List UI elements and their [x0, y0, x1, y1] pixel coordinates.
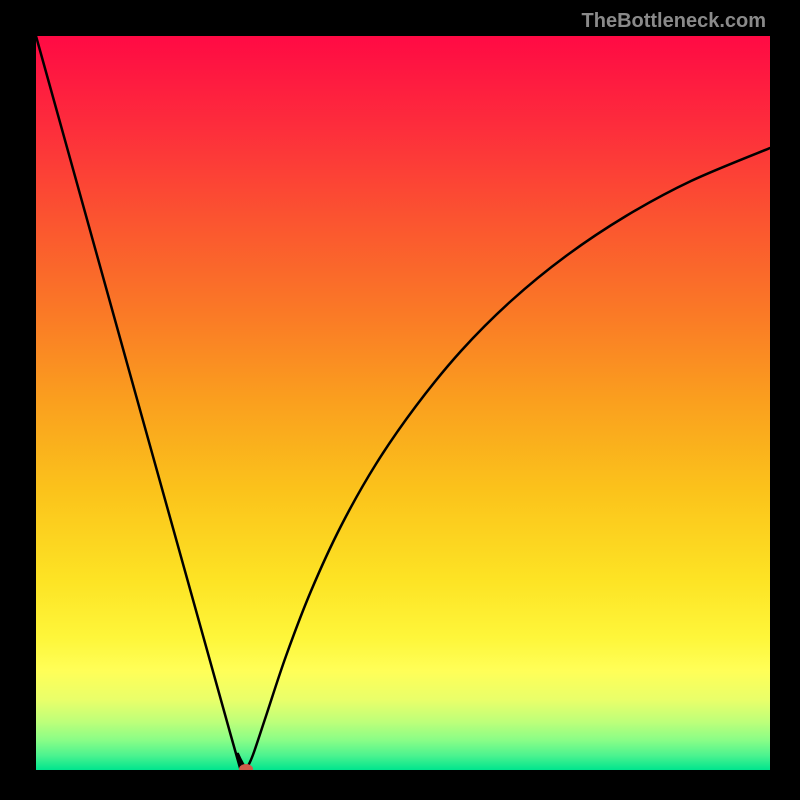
chart-plot-area [36, 36, 770, 770]
chart-curve-layer [36, 36, 770, 770]
curve-left-branch [36, 36, 247, 770]
watermark-text: TheBottleneck.com [582, 10, 766, 33]
curve-right-branch [246, 148, 770, 768]
